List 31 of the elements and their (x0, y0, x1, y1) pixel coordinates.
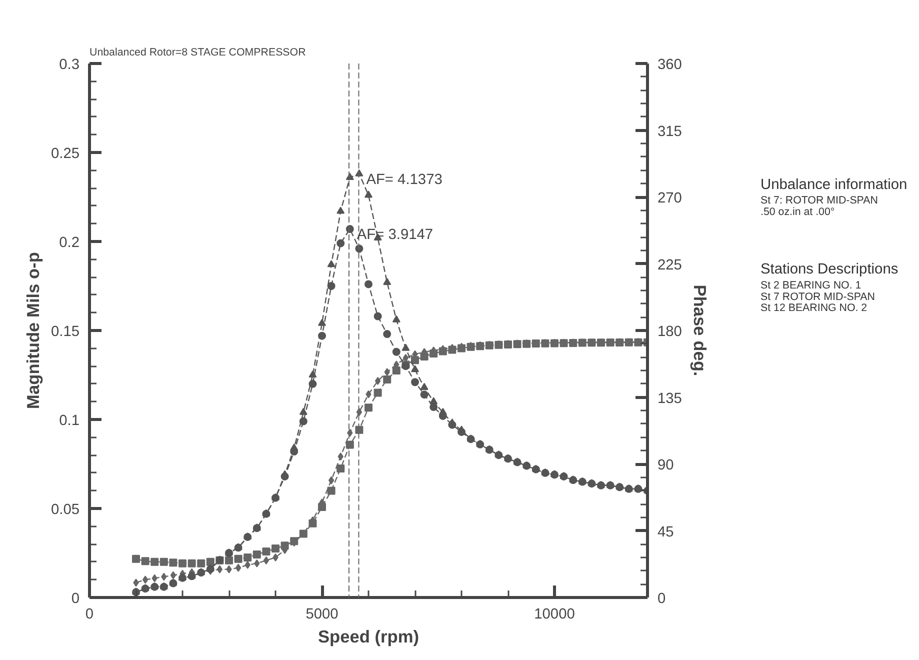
y-axis-title: Magnitude Mils o-p (22, 252, 43, 409)
chart-title: Unbalanced Rotor=8 STAGE COMPRESSOR (90, 46, 306, 58)
text: Unbalance information (760, 176, 908, 193)
y2-tick-label: 0 (658, 591, 666, 607)
y2-tick-label: 45 (658, 524, 674, 540)
y-tick-label: 0.15 (50, 324, 80, 340)
y2-tick-label: 315 (658, 124, 682, 140)
y-tick-label: 0.1 (59, 413, 80, 429)
text: St 2 BEARING NO. 1 (760, 280, 862, 292)
x-tick-label: 5000 (306, 606, 338, 622)
y-tick-label: 0.3 (59, 57, 80, 73)
y2-tick-label: 225 (658, 257, 682, 274)
y2-tick-label: 360 (658, 57, 682, 73)
x-tick-label: 0 (85, 606, 94, 622)
y-tick-label: 0.05 (50, 502, 80, 518)
text: St 7 ROTOR MID-SPAN (760, 290, 875, 303)
y2-tick-label: 270 (658, 190, 682, 206)
x-tick-label: 10000 (534, 606, 575, 622)
y2-tick-label: 180 (658, 324, 682, 340)
x-axis-title: Speed (rpm) (318, 626, 420, 646)
annotation: AF= 4.1373 (366, 172, 442, 188)
y2-axis-title: Phase deg. (690, 284, 710, 376)
text: Stations Descriptions (760, 262, 898, 278)
y-tick-label: 0.2 (59, 235, 80, 251)
y2-tick-label: 90 (658, 458, 674, 474)
y-tick-label: 0.25 (50, 146, 80, 162)
y-tick-label: 0 (71, 591, 80, 607)
text: St 7: ROTOR MID-SPAN (760, 194, 878, 207)
text: St 12 BEARING NO. 2 (760, 302, 868, 314)
y2-tick-label: 135 (658, 390, 682, 407)
text: .50 oz.in at .00° (760, 206, 835, 218)
